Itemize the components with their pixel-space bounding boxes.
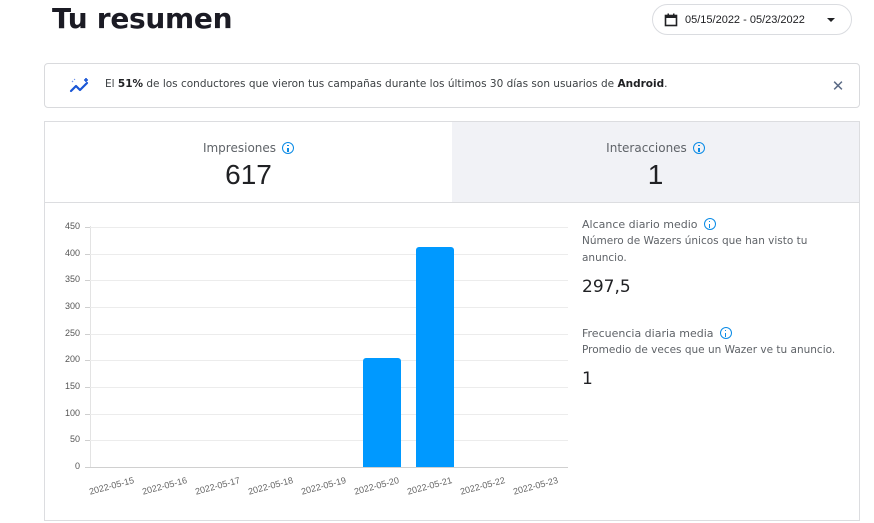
stat-title: Alcance diario medio: [582, 217, 698, 231]
y-tick-mark: [85, 307, 90, 308]
tab-value: 1: [647, 159, 664, 190]
gridline: [90, 440, 568, 442]
gridline: [90, 387, 568, 388]
page-title: Tu resumen: [52, 2, 233, 35]
y-tick-label: 350: [64, 274, 80, 285]
close-icon[interactable]: ✕: [831, 77, 845, 95]
y-tick-mark: [85, 413, 90, 415]
y-tick-label: 250: [64, 327, 80, 338]
y-tick-mark: [85, 280, 90, 282]
gridline: [90, 333, 568, 335]
date-range-picker[interactable]: 05/15/2022 - 05/23/2022: [652, 4, 852, 35]
summary-card: Impresiones 617 Interacciones 1 0 50 100 15…: [44, 121, 860, 521]
y-tick-mark: [85, 440, 90, 442]
tab-value: 617: [225, 159, 272, 190]
x-tick-label: 2022-05-23: [512, 475, 560, 497]
gridline: [90, 253, 568, 255]
gridline: [90, 280, 568, 282]
stat-description: Número de Wazers únicos que han visto tu…: [582, 235, 808, 264]
stat-value: 1: [582, 369, 593, 389]
date-range-value: 05/15/2022 - 05/23/2022: [685, 13, 805, 26]
y-tick-label: 50: [69, 434, 80, 445]
bar-2022-05-21[interactable]: [416, 246, 455, 467]
x-tick-label: 2022-05-21: [406, 475, 454, 497]
x-axis: [90, 467, 568, 468]
calendar-icon: [664, 13, 678, 26]
y-tick-mark: [85, 227, 90, 228]
y-tick-label: 450: [64, 221, 80, 231]
info-icon[interactable]: [282, 142, 295, 154]
y-tick-mark: [85, 253, 90, 255]
y-tick-label: 150: [64, 381, 80, 391]
x-tick-label: 2022-05-17: [193, 475, 241, 497]
y-tick-label: 200: [64, 354, 80, 365]
metric-tabs: Impresiones 617 Interacciones 1: [45, 122, 859, 203]
trending-sparkle-icon: [69, 78, 89, 93]
x-tick-label: 2022-05-16: [140, 475, 188, 497]
stat-description: Promedio de veces que un Wazer ve tu anu…: [582, 344, 836, 356]
info-icon[interactable]: [703, 218, 716, 230]
y-tick-label: 300: [64, 301, 80, 311]
info-icon[interactable]: [692, 142, 705, 154]
stat-daily-frequency: Frecuencia diaria media Promedio de vece…: [582, 325, 852, 390]
y-tick-mark: [85, 467, 90, 468]
tab-interacciones[interactable]: Interacciones 1: [452, 122, 859, 202]
y-tick-label: 0: [74, 461, 80, 471]
y-tick-label: 100: [64, 407, 80, 418]
y-tick-mark: [85, 387, 90, 388]
tab-impresiones[interactable]: Impresiones 617: [45, 122, 452, 202]
alert-platform: Android: [617, 78, 665, 90]
stat-value: 297,5: [582, 277, 631, 297]
caret-down-icon: [827, 18, 835, 22]
x-tick-label: 2022-05-15: [87, 475, 135, 497]
alert-message: El 51% de los conductores que vieron tus…: [105, 78, 668, 90]
gridline: [90, 227, 568, 228]
y-tick-mark: [85, 333, 90, 335]
stats-panel: Alcance diario medio Número de Wazers ún…: [582, 216, 852, 390]
y-tick-label: 400: [64, 247, 80, 258]
x-tick-label: 2022-05-18: [246, 475, 294, 497]
bar-2022-05-20[interactable]: [363, 358, 402, 467]
gridline: [90, 360, 568, 362]
tab-label: Impresiones: [202, 141, 277, 155]
gridline: [90, 413, 568, 415]
y-axis: [90, 226, 91, 468]
impressions-bar-chart: 0 50 100 150 200 250 300 350 400 450 2022-05-15 202…: [45, 204, 585, 520]
y-tick-mark: [85, 360, 90, 362]
tab-label: Interacciones: [606, 141, 687, 155]
info-icon[interactable]: [719, 327, 732, 339]
stat-daily-reach: Alcance diario medio Número de Wazers ún…: [582, 216, 852, 298]
insight-alert: El 51% de los conductores que vieron tus…: [44, 63, 860, 108]
alert-percent: 51%: [117, 78, 144, 90]
x-tick-label: 2022-05-19: [300, 475, 348, 497]
stat-title: Frecuencia diaria media: [582, 326, 714, 340]
x-tick-label: 2022-05-22: [459, 475, 507, 497]
gridline: [90, 307, 568, 308]
x-tick-label: 2022-05-20: [353, 475, 401, 497]
